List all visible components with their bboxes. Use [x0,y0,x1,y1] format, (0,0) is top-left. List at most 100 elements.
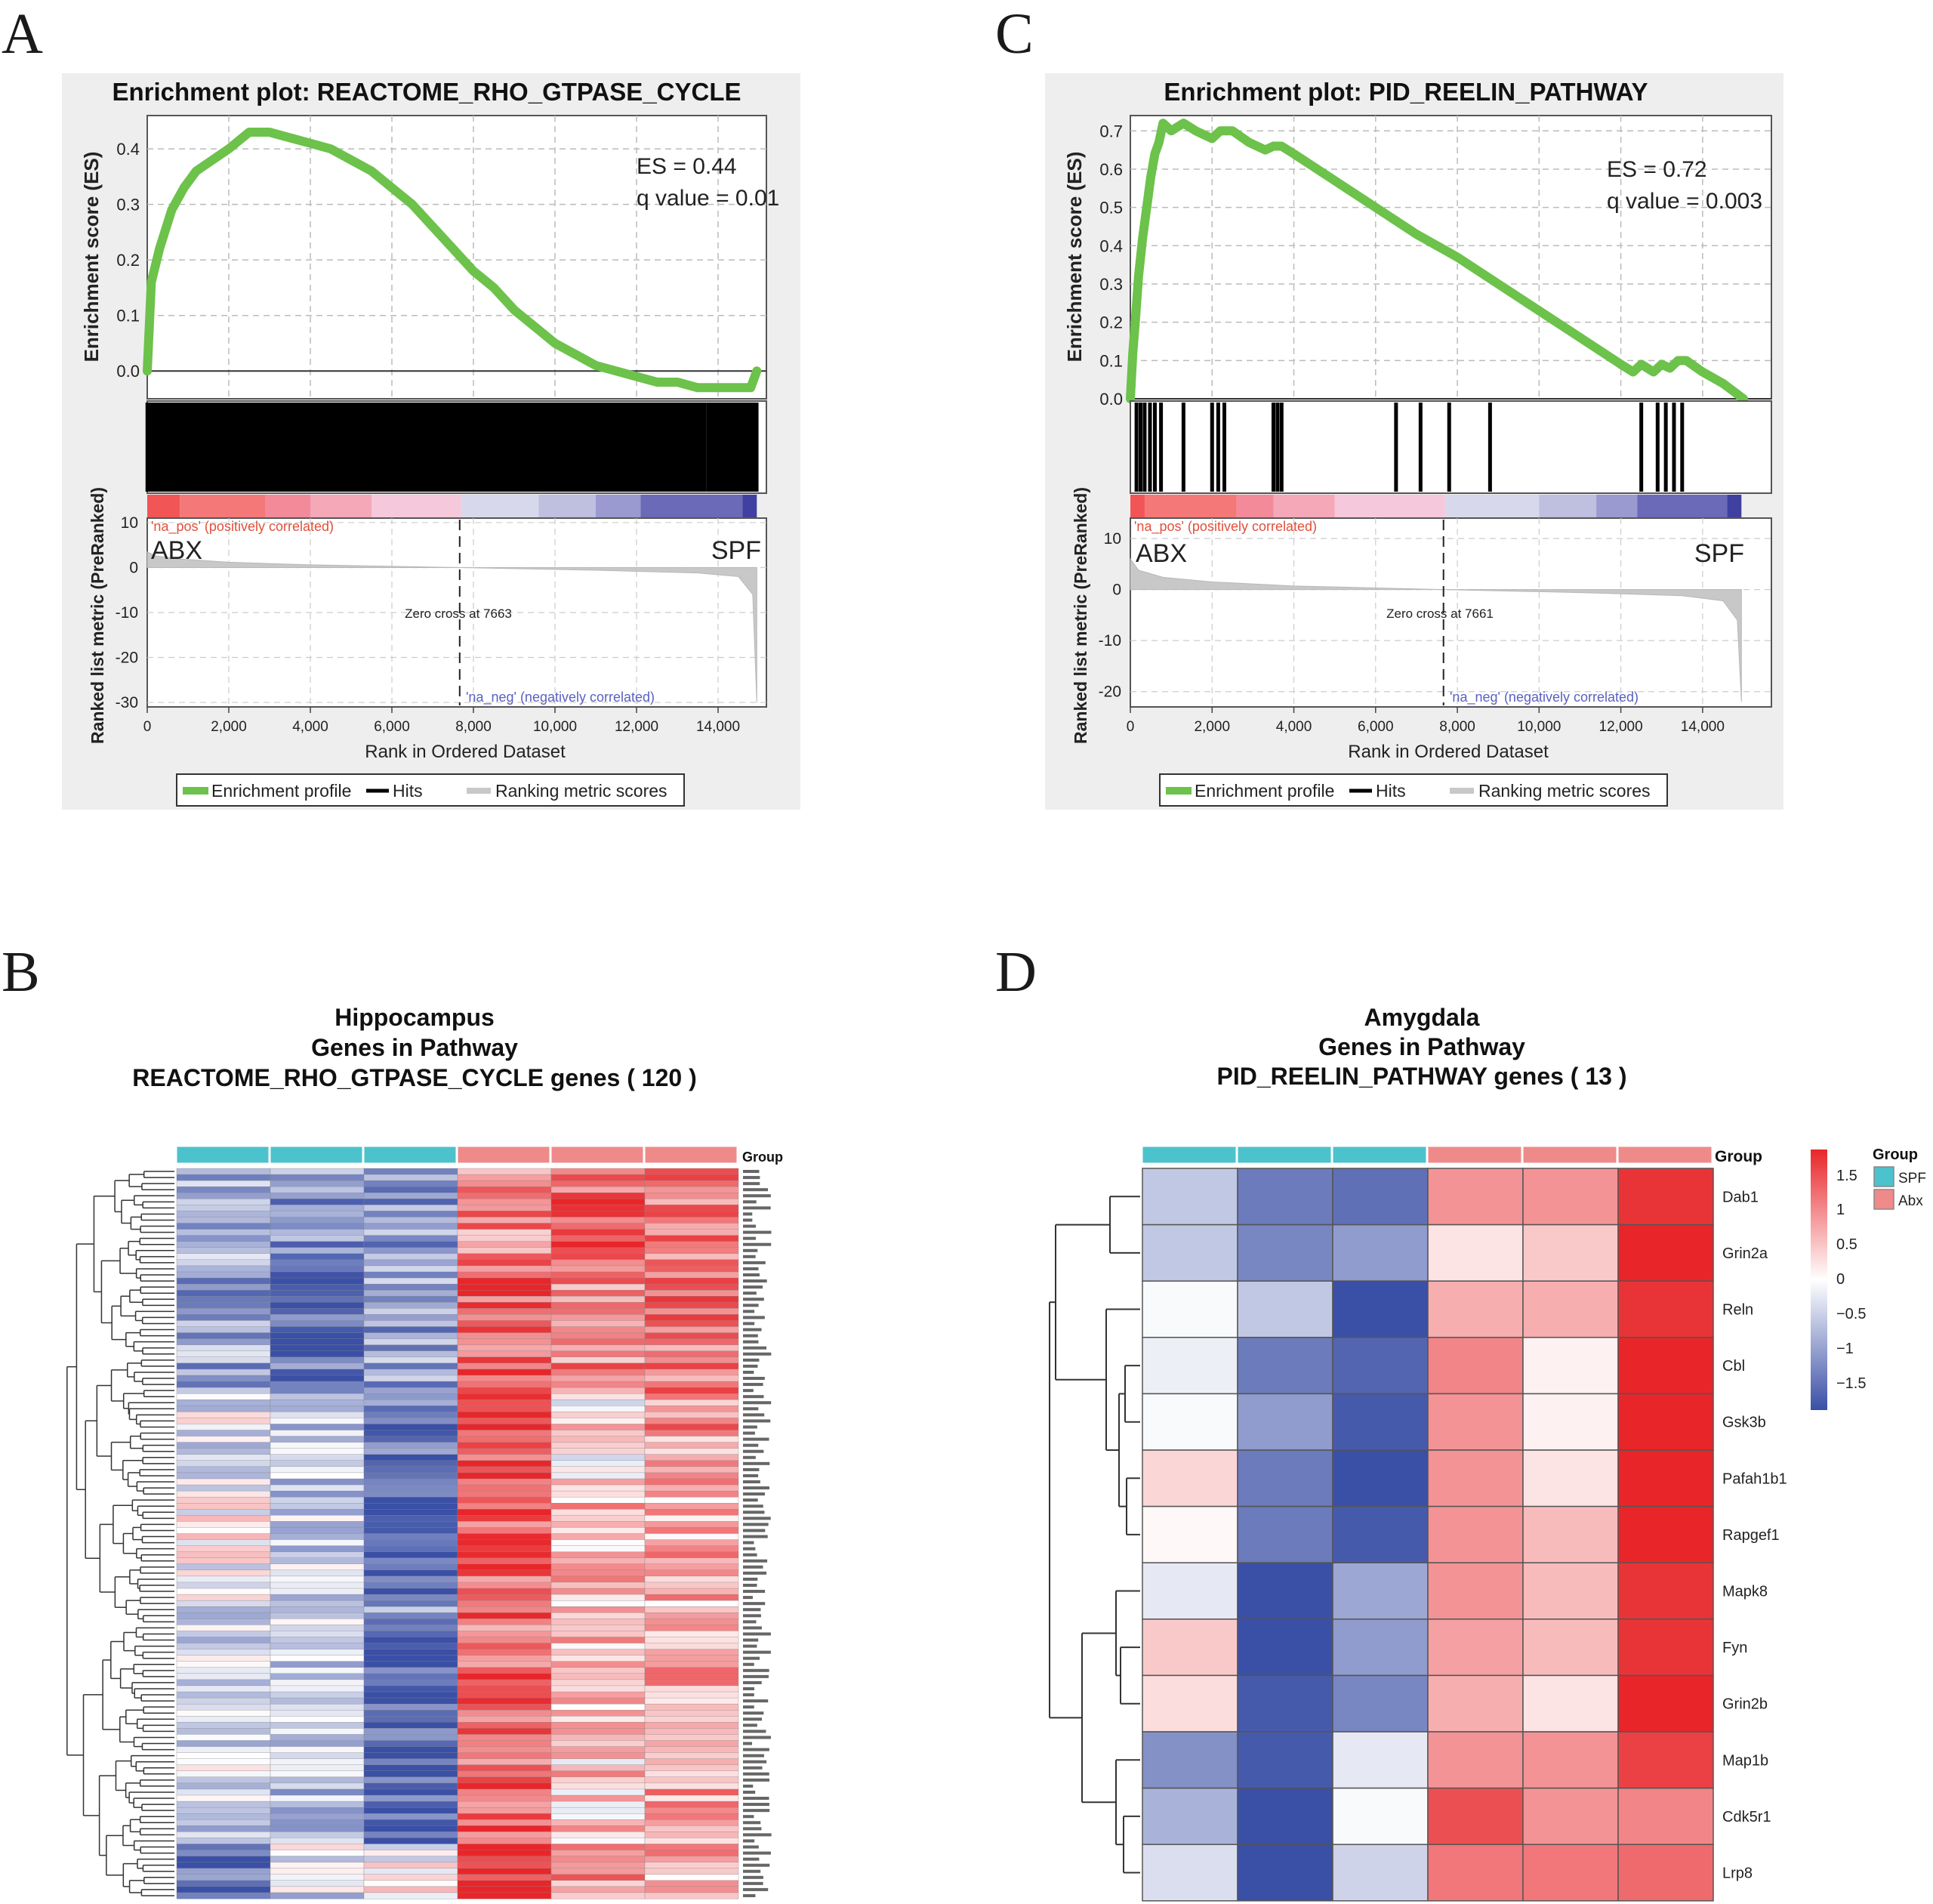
heatmap-cell [644,1187,739,1193]
row-label-mark [743,1699,769,1703]
heatmap-cell [176,1199,271,1205]
heatmap-cell [550,1831,646,1838]
heatmap-cell [644,1199,739,1205]
heatmap-cell [550,1320,646,1327]
heatmap-cell [550,1807,646,1814]
row-label-mark [743,1797,769,1801]
heatmap-cell [176,1369,271,1376]
heatmap-cell [644,1862,739,1869]
heatmap-cell [270,1710,365,1717]
heatmap-cell [457,1801,552,1808]
heatmap-cell [363,1655,458,1662]
heatmap-cell [270,1685,365,1693]
heatmap-cell [550,1691,646,1699]
row-label-mark [743,1261,766,1264]
heatmap-cell [270,1569,365,1577]
row-label-mark [743,1693,754,1697]
heatmap-cell [550,1430,646,1436]
row-label-mark [743,1772,769,1776]
heatmap-cell [270,1794,365,1802]
heatmap-cell [270,1406,365,1412]
heatmap-cell [550,1838,646,1844]
xtick-label: 2,000 [211,719,247,735]
heatmap-cell [176,1612,271,1619]
legend-label-metric: Ranking metric scores [1478,781,1651,801]
heatmap-cell [550,1490,646,1498]
heatmap-cell [363,1430,458,1436]
row-label-mark [743,1790,756,1794]
heatmap-cell [363,1691,458,1699]
row-label-mark [743,1833,772,1837]
heatmap-cell [363,1752,458,1760]
heatmap-cell [1332,1844,1429,1902]
heatmap-cell [270,1289,365,1297]
heatmap-cell [644,1649,739,1656]
heatmap-cell [550,1205,646,1211]
heatmap-cell [1522,1619,1619,1677]
heatmap-cell [1332,1168,1429,1226]
heatmap-cell [270,1892,365,1899]
heatmap-cell [550,1819,646,1826]
heatmap-cell [550,1892,646,1899]
heatmap-cell [550,1466,646,1474]
heatmap-cell [457,1563,552,1571]
heatmap-cell [176,1478,271,1486]
heatmap-cell [363,1199,458,1205]
heatmap-cell [363,1740,458,1747]
heatmap-cell [550,1697,646,1705]
xtick-label: 8,000 [1439,719,1475,735]
heatmap-cell [457,1794,552,1802]
heatmap-cell [1237,1505,1333,1563]
row-label-mark [743,1541,754,1544]
heatmap-cell [270,1344,365,1352]
heatmap-cell [176,1539,271,1546]
heatmap-cell [176,1253,271,1261]
heatmap-cell [176,1430,271,1436]
heatmap-cell [176,1217,271,1224]
heatmap-cell [550,1399,646,1406]
gsea-c-title: Enrichment plot: PID_REELIN_PATHWAY [1164,78,1648,106]
heatmap-cell [363,1825,458,1832]
row-label-mark [743,1364,758,1368]
heatmap-cell [176,1752,271,1760]
heatmap-cell [644,1831,739,1838]
color-bar-segment [538,495,596,517]
heatmap-cell [176,1862,271,1869]
heatmap-cell [363,1710,458,1717]
heatmap-cell [550,1211,646,1217]
gsea-a-xticks: 0 2,000 4,000 6,000 8,000 10,000 12,000 14,000 [143,707,740,735]
heatmap-cell [1332,1619,1429,1677]
gsea-a-rank-yticks: 10 0 -10 -20 -30 [116,514,138,711]
heatmap-cell [363,1369,458,1376]
heatmap-cell [363,1338,458,1346]
heatmap-cell [176,1776,271,1784]
heatmap-cell [644,1776,739,1784]
row-label-mark [743,1248,758,1252]
row-label-mark [743,1401,772,1405]
heatmap-cell [644,1625,739,1631]
heatmap-cell [176,1782,271,1790]
heatmap-cell [363,1649,458,1656]
heatmap-cell [644,1527,739,1534]
heatmap-b-group-bar [176,1146,738,1164]
heatmap-cell [270,1180,365,1187]
heatmap-cell [176,1740,271,1747]
color-bar-segment [640,495,743,517]
gsea-c-enrichment-curve [1126,119,1748,403]
heatmap-cell [270,1436,365,1443]
heatmap-cell [176,1180,271,1187]
heatmap-cell [644,1509,739,1516]
row-label-mark [743,1267,759,1270]
heatmap-cell [644,1569,739,1577]
heatmap-cell [363,1484,458,1492]
xtick-label: 10,000 [1517,719,1561,735]
heatmap-cell [550,1187,646,1193]
heatmap-cell [457,1320,552,1327]
heatmap-cell [550,1649,646,1656]
heatmap-cell [644,1661,739,1668]
heatmap-cell [363,1697,458,1705]
heatmap-cell [363,1594,458,1601]
row-label-mark [743,1583,757,1588]
heatmap-cell [1427,1562,1524,1620]
